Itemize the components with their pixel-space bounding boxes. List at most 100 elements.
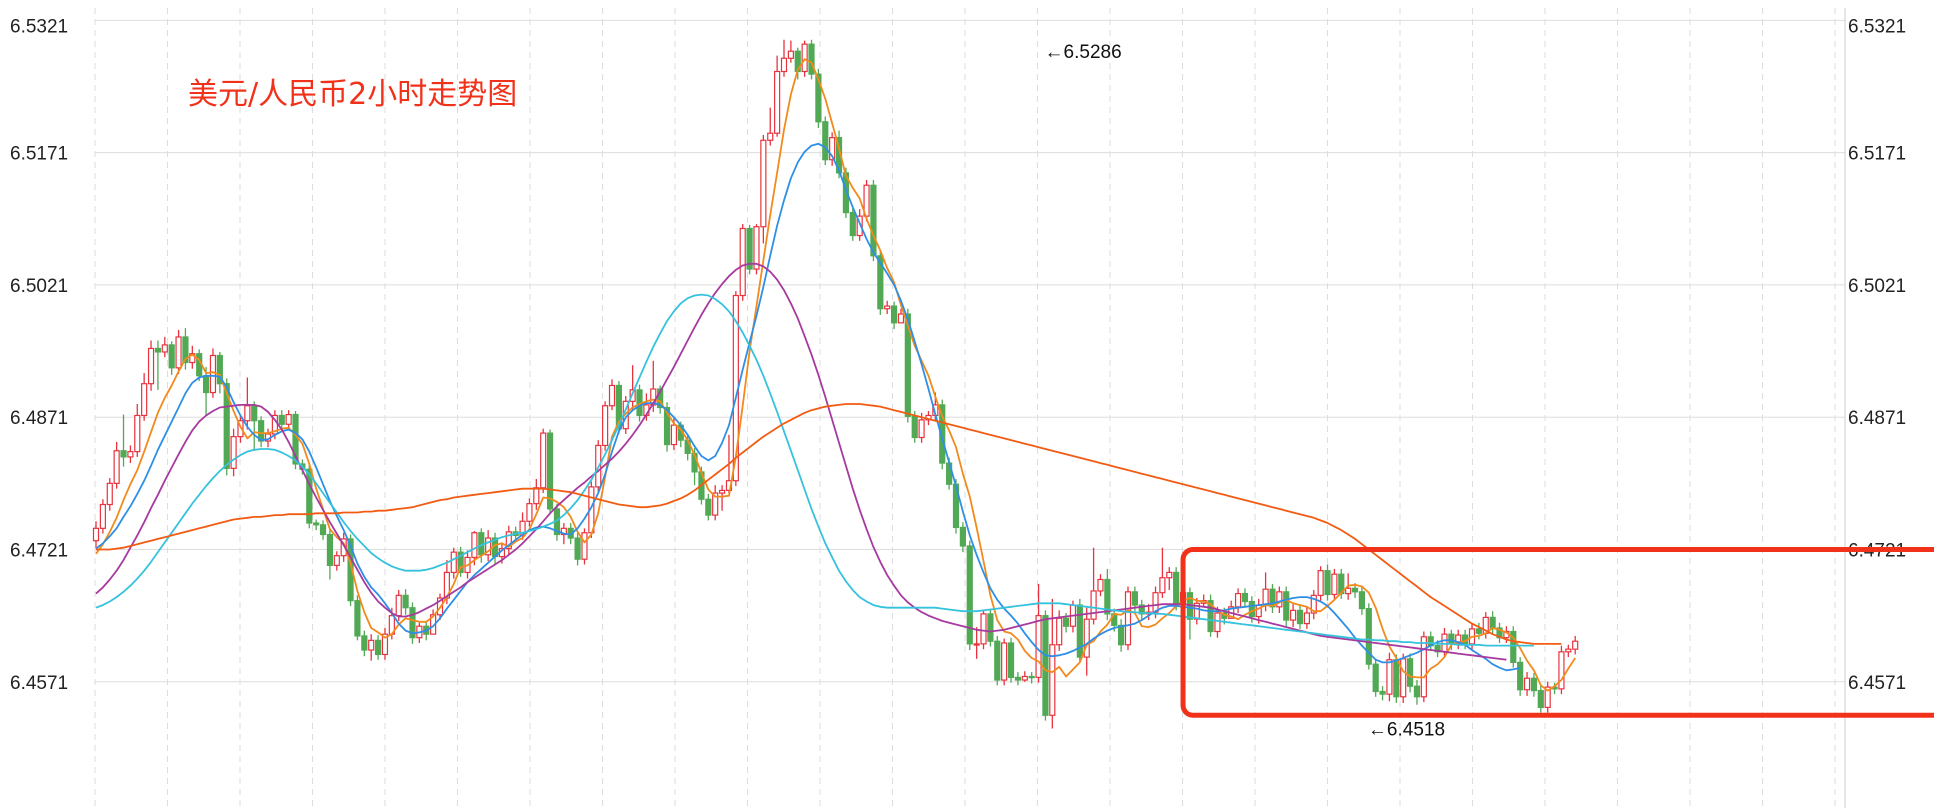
candle-body-up <box>1021 675 1028 681</box>
candle <box>1138 599 1145 620</box>
candle <box>457 546 464 577</box>
candle-body-down <box>1118 624 1125 646</box>
candle <box>175 329 182 374</box>
candle-body-up <box>973 643 980 646</box>
candle <box>1537 685 1544 713</box>
candle-body-down <box>1358 591 1366 610</box>
candle <box>760 134 767 244</box>
candle-body-down <box>168 344 175 369</box>
candle-body-up <box>1290 609 1297 621</box>
annotation-layer: ←6.5286 ←6.4518 <box>1045 42 1445 740</box>
ma-line-ma30 <box>95 293 1534 647</box>
candle-body-up <box>1400 658 1407 698</box>
candle-body-down <box>1489 616 1496 629</box>
candle-body-up <box>856 215 863 237</box>
candle <box>526 498 533 527</box>
candle <box>849 207 856 241</box>
y-tick-label-left: 6.5021 <box>10 276 68 297</box>
price-annotation: ←6.4518 <box>1368 720 1445 741</box>
candlestick-series <box>92 39 1579 729</box>
candle <box>574 532 581 566</box>
candle-body-down <box>657 388 664 409</box>
candle <box>450 547 457 579</box>
candle-body-up <box>712 492 719 516</box>
candle <box>767 107 774 146</box>
candle-body-up <box>1049 644 1056 716</box>
candle-body-down <box>1014 676 1022 681</box>
candle <box>258 416 265 448</box>
candle-body-down <box>1207 600 1214 633</box>
candle <box>381 627 389 660</box>
candle <box>994 635 1001 686</box>
candle <box>485 530 492 561</box>
candle-body-up <box>918 419 925 439</box>
candle-body-down <box>1413 685 1421 698</box>
candle-body-down <box>546 432 554 510</box>
candle <box>1193 598 1200 625</box>
candle-body-up <box>134 414 141 453</box>
candle <box>1386 652 1393 702</box>
candle <box>1372 658 1379 697</box>
candle <box>602 401 609 451</box>
candle <box>141 373 148 421</box>
candle-body-up <box>1420 636 1427 698</box>
candle <box>718 485 726 511</box>
candle <box>1207 594 1214 637</box>
candle-body-up <box>787 50 794 59</box>
candle-body-up <box>1035 615 1042 678</box>
candle-body-up <box>1166 571 1173 579</box>
candle <box>134 403 141 457</box>
candle-body-down <box>1372 663 1379 693</box>
candle-body-down <box>966 545 973 645</box>
candle <box>1090 547 1097 625</box>
candle <box>285 410 292 429</box>
y-tick-label-left: 6.4871 <box>10 408 68 429</box>
candle-body-down <box>615 384 622 430</box>
candle <box>1097 574 1104 597</box>
candle-body-down <box>409 607 416 639</box>
candle-body-down <box>402 594 409 609</box>
candle <box>780 39 788 77</box>
candle <box>313 519 320 531</box>
candle-body-down <box>258 420 265 442</box>
candle-body-up <box>774 70 781 134</box>
candle <box>1200 594 1207 606</box>
candle <box>1406 653 1414 693</box>
candle <box>1124 586 1132 651</box>
candle-body-up <box>629 389 636 402</box>
candle-body-down <box>574 537 581 560</box>
candle <box>1269 583 1276 614</box>
candle <box>959 522 966 553</box>
candle <box>326 529 334 580</box>
candle <box>202 366 210 416</box>
candle-body-down <box>202 375 210 394</box>
candle-body-up <box>602 405 609 447</box>
candle-body-up <box>540 432 547 489</box>
candle <box>216 351 223 394</box>
candle-body-down <box>1042 615 1049 716</box>
candle <box>1049 598 1056 729</box>
candle <box>1523 672 1531 696</box>
candle-body-down <box>1007 642 1015 678</box>
candle-body-down <box>1365 607 1372 665</box>
candle-body-up <box>505 531 512 550</box>
candle-body-down <box>815 73 822 123</box>
candle <box>1496 622 1503 643</box>
y-tick-label-right: 6.5321 <box>1848 16 1906 37</box>
candle <box>1241 588 1249 608</box>
candle-body-up <box>1310 594 1317 614</box>
candle-body-down <box>457 551 464 574</box>
candle-body-down <box>1104 578 1111 615</box>
candle-body-up <box>161 344 168 353</box>
candle-body-up <box>608 384 616 407</box>
candle <box>120 414 127 467</box>
candle <box>1296 604 1304 629</box>
candle <box>1104 568 1111 621</box>
candle <box>147 340 155 391</box>
candle <box>1001 638 1008 686</box>
candle-body-up <box>767 132 774 141</box>
candle <box>1565 644 1572 658</box>
candle <box>939 399 946 470</box>
candle-body-down <box>911 415 918 439</box>
